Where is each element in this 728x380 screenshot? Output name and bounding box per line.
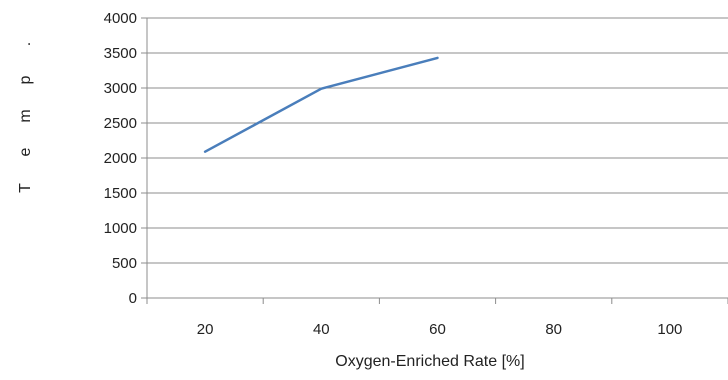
x-tick-label: 80: [545, 321, 562, 338]
y-tick-label: 3500: [104, 45, 137, 62]
grid-lines: [147, 18, 728, 263]
y-axis-title-letter: e: [17, 147, 34, 156]
y-axis-title-letter: .: [17, 42, 34, 46]
series-line-0: [205, 58, 437, 152]
y-axis-title-letter: m: [17, 109, 34, 122]
y-axis-title-letter: p: [17, 75, 34, 84]
x-tick-label: 20: [197, 321, 214, 338]
y-tick-label: 0: [129, 290, 137, 307]
axes: [141, 18, 728, 304]
y-tick-label: 500: [112, 255, 137, 272]
y-tick-label: 2500: [104, 115, 137, 132]
x-tick-label: 100: [657, 321, 682, 338]
y-tick-label: 1000: [104, 220, 137, 237]
y-axis-title-letter: T: [17, 183, 34, 193]
series-layer: [205, 58, 437, 152]
y-tick-labels: 0 500 1000 1500 2000 2500 3000 3500 4000: [104, 10, 137, 307]
x-tick-label: 40: [313, 321, 330, 338]
y-tick-label: 4000: [104, 10, 137, 27]
x-tick-label: 60: [429, 321, 446, 338]
y-tick-label: 3000: [104, 80, 137, 97]
x-axis-title: Oxygen-Enriched Rate [%]: [335, 353, 524, 370]
y-axis-title: Te m p.: [17, 42, 34, 193]
y-tick-label: 1500: [104, 185, 137, 202]
y-tick-label: 2000: [104, 150, 137, 167]
x-tick-labels: 20 40 60 80 100: [197, 321, 683, 338]
